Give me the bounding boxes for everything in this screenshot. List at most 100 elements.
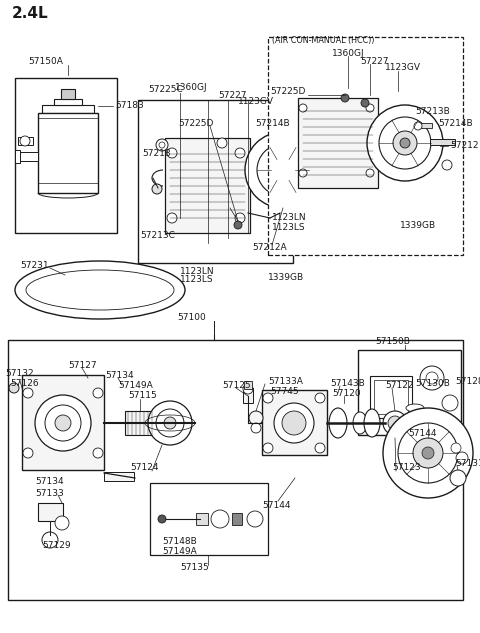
Text: 57144: 57144 — [408, 429, 436, 437]
Circle shape — [379, 117, 431, 169]
Circle shape — [159, 142, 165, 148]
Text: 57133A: 57133A — [268, 377, 303, 385]
Text: 1123LS: 1123LS — [180, 275, 214, 284]
Circle shape — [341, 94, 349, 102]
Text: 57183: 57183 — [115, 101, 144, 110]
Text: 57149A: 57149A — [162, 546, 197, 556]
Bar — [374, 380, 408, 414]
Bar — [358, 350, 461, 435]
Text: 57213C: 57213C — [140, 230, 175, 239]
Text: 2.4L: 2.4L — [12, 6, 48, 20]
Bar — [18, 152, 38, 161]
Text: 57134: 57134 — [35, 477, 64, 486]
Circle shape — [156, 139, 168, 151]
Bar — [262, 390, 327, 455]
Text: 57132: 57132 — [5, 368, 34, 377]
Circle shape — [361, 99, 369, 107]
Bar — [244, 381, 252, 389]
Bar — [42, 105, 94, 113]
Circle shape — [249, 411, 263, 425]
Circle shape — [315, 443, 325, 453]
Bar — [243, 388, 253, 403]
Ellipse shape — [26, 270, 174, 310]
Circle shape — [442, 395, 458, 411]
Circle shape — [234, 221, 242, 229]
Bar — [61, 89, 75, 99]
Circle shape — [164, 417, 176, 429]
Bar — [22, 375, 104, 470]
Text: 57143B: 57143B — [330, 379, 365, 387]
Circle shape — [282, 411, 306, 435]
Circle shape — [23, 448, 33, 458]
Circle shape — [315, 393, 325, 403]
Circle shape — [274, 403, 314, 443]
Text: 57225D: 57225D — [178, 118, 214, 127]
Text: 57129: 57129 — [42, 541, 71, 549]
Circle shape — [442, 160, 452, 170]
Circle shape — [247, 511, 263, 527]
Text: 57231: 57231 — [20, 261, 48, 270]
Bar — [18, 137, 33, 145]
Circle shape — [414, 122, 422, 130]
Circle shape — [55, 516, 69, 530]
Text: 57126: 57126 — [10, 379, 38, 387]
Bar — [298, 98, 378, 188]
Bar — [38, 503, 63, 521]
Bar — [430, 139, 455, 145]
Text: 57212A: 57212A — [252, 244, 287, 253]
Text: 57149A: 57149A — [118, 380, 153, 389]
Circle shape — [93, 448, 103, 458]
Text: 57225D: 57225D — [270, 87, 305, 96]
Circle shape — [148, 401, 192, 445]
Circle shape — [45, 405, 81, 441]
Ellipse shape — [406, 404, 424, 412]
Text: 1123LS: 1123LS — [272, 223, 306, 232]
Circle shape — [263, 443, 273, 453]
Circle shape — [367, 105, 443, 181]
Text: 57100: 57100 — [178, 313, 206, 322]
Text: (AIR CON-MANUAL (HCC)): (AIR CON-MANUAL (HCC)) — [272, 37, 374, 46]
Text: 57130B: 57130B — [415, 379, 450, 387]
Bar — [15, 78, 117, 233]
Text: 1339GB: 1339GB — [268, 273, 304, 282]
Circle shape — [366, 104, 374, 112]
Circle shape — [158, 515, 166, 523]
Text: 57745: 57745 — [270, 387, 299, 396]
Text: 57135: 57135 — [180, 563, 209, 572]
Circle shape — [451, 443, 461, 453]
Text: 57150B: 57150B — [375, 337, 410, 346]
Ellipse shape — [15, 261, 185, 319]
Bar — [15, 150, 20, 163]
Circle shape — [383, 408, 473, 498]
Circle shape — [257, 144, 309, 196]
Text: 57225C: 57225C — [148, 85, 183, 94]
Text: 1123LN: 1123LN — [272, 213, 307, 223]
Text: 1123LN: 1123LN — [180, 266, 215, 275]
Bar — [165, 138, 250, 233]
Circle shape — [366, 169, 374, 177]
Circle shape — [263, 393, 273, 403]
Text: 57120: 57120 — [332, 389, 360, 398]
Circle shape — [420, 366, 444, 390]
Circle shape — [217, 138, 227, 148]
Circle shape — [152, 184, 162, 194]
Circle shape — [23, 388, 33, 398]
Text: 1123GV: 1123GV — [238, 97, 274, 106]
Circle shape — [426, 372, 438, 384]
Circle shape — [235, 213, 245, 223]
Ellipse shape — [353, 412, 367, 434]
Bar — [138, 100, 293, 263]
Bar — [418, 123, 432, 128]
Circle shape — [243, 384, 253, 394]
Circle shape — [271, 158, 295, 182]
Circle shape — [156, 409, 184, 437]
Circle shape — [245, 132, 321, 208]
Bar — [268, 37, 463, 255]
Circle shape — [398, 423, 458, 483]
Text: 57148B: 57148B — [162, 537, 197, 546]
Bar — [196, 513, 208, 525]
Circle shape — [299, 104, 307, 112]
Text: 57214B: 57214B — [255, 118, 289, 127]
Circle shape — [400, 138, 410, 148]
Circle shape — [299, 169, 307, 177]
